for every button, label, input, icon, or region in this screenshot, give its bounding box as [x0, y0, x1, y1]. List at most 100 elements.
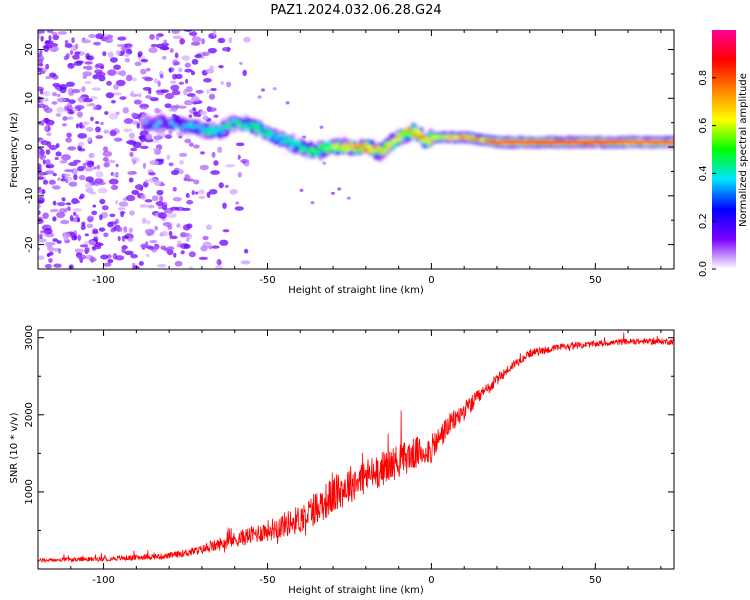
- spectrogram-ridge-segment: [310, 147, 316, 152]
- spectrogram-ridge-segment: [161, 115, 166, 124]
- spectrogram-noise-blob: [171, 30, 180, 35]
- spectrogram-ridge-segment: [289, 145, 294, 150]
- spectrogram-ridge-segment: [228, 121, 233, 124]
- x-tick-label: -100: [92, 575, 115, 586]
- spectrogram-ridge-segment: [245, 121, 251, 125]
- y-tick-label: 3000: [24, 325, 35, 350]
- spectrogram-noise-blob: [217, 146, 223, 153]
- spectrogram-noise-blob: [191, 58, 199, 65]
- spectrogram-noise-blob: [199, 110, 208, 115]
- spectrogram-noise-blob: [140, 194, 146, 200]
- spectrogram-noise-blob: [99, 214, 103, 221]
- spectrogram-noise-blob: [107, 51, 114, 58]
- spectrogram-noise-blob: [131, 112, 138, 118]
- spectrogram-noise-blob: [159, 196, 164, 203]
- spectrogram-noise-blob: [42, 159, 46, 165]
- spectrogram-noise-blob: [122, 107, 129, 114]
- spectrogram-noise-blob: [102, 51, 107, 57]
- colorbar-tick-label: 0.8: [698, 70, 709, 86]
- spectrogram-noise-blob: [66, 132, 72, 138]
- spectrogram-ridge-segment: [350, 143, 355, 147]
- spectrogram-noise-blob: [208, 93, 216, 100]
- spectrogram-noise-blob: [134, 61, 142, 67]
- spectrogram-noise-blob: [84, 233, 89, 237]
- spectrogram-noise-blob: [216, 258, 222, 266]
- spectrogram-ridge-segment: [277, 134, 282, 138]
- spectrogram-noise-blob: [115, 226, 123, 233]
- spectrogram-noise-blob: [109, 130, 117, 137]
- spectrogram-noise-blob: [84, 80, 92, 85]
- spectrogram-noise-blob: [219, 239, 229, 246]
- spectrogram-noise-blob: [172, 186, 177, 192]
- spectrogram-noise-blob: [210, 170, 220, 175]
- spectrogram-noise-blob: [228, 37, 233, 44]
- spectrogram-noise-blob: [73, 159, 79, 165]
- spectrogram-noise-blob: [191, 190, 195, 196]
- spectrogram-noise-blob: [41, 189, 45, 195]
- spectrogram-ridge-segment: [259, 132, 265, 137]
- spectrogram-noise-blob: [172, 196, 182, 202]
- spectrogram-ridge-segment: [383, 148, 389, 152]
- spectrogram-noise-blob: [95, 126, 101, 133]
- spectrogram-noise-blob: [64, 105, 68, 112]
- spectrogram-noise-blob: [90, 257, 97, 262]
- spectrogram-noise-blob: [319, 125, 324, 129]
- spectrogram-ridge-segment: [377, 146, 383, 151]
- spectrogram-noise-blob: [78, 122, 83, 129]
- spectrogram-noise-blob: [106, 159, 116, 164]
- spectrogram-noise-blob: [38, 233, 41, 240]
- spectrogram-noise-blob: [193, 144, 200, 149]
- spectrogram-noise-blob: [137, 51, 143, 57]
- spectrogram-noise-blob: [226, 81, 232, 88]
- spectrogram-noise-blob: [142, 162, 147, 169]
- spectrogram-noise-blob: [44, 98, 49, 102]
- spectrogram-noise-blob: [222, 202, 227, 209]
- spectrogram-ridge-segment: [381, 150, 387, 155]
- spectrogram-noise-blob: [169, 235, 178, 240]
- spectrogram-noise-blob: [38, 103, 46, 108]
- spectrogram-noise-blob: [109, 213, 116, 218]
- spectrogram-noise-blob: [178, 152, 188, 157]
- spectrogram-noise-blob: [59, 84, 68, 90]
- spectrogram-noise-blob: [75, 60, 84, 64]
- spectrogram-noise-blob: [218, 64, 224, 69]
- spectrogram-noise-blob: [214, 265, 224, 269]
- spectrogram-ridge-segment: [328, 142, 333, 146]
- spectrogram-noise-blob: [59, 160, 68, 164]
- spectrogram-noise-blob: [149, 239, 158, 244]
- spectrogram-noise-blob: [169, 206, 180, 211]
- spectrogram-noise-blob: [77, 234, 82, 241]
- spectrogram-ridge-segment: [251, 123, 257, 127]
- spectrogram-ridge-segment: [232, 118, 237, 123]
- spectrogram-noise-blob: [144, 179, 149, 184]
- spectrogram-ridge-segment: [224, 125, 229, 129]
- spectrogram-noise-blob: [52, 216, 57, 222]
- spectrogram-noise-blob: [68, 181, 78, 187]
- spectrogram-noise-blob: [44, 125, 49, 132]
- spectrogram-noise-blob: [103, 129, 110, 134]
- spectrogram-noise-blob: [39, 172, 44, 177]
- spectrogram-noise-blob: [45, 63, 50, 70]
- spectrogram-ridge-segment: [340, 146, 345, 150]
- spectrogram-noise-blob: [114, 255, 125, 261]
- spectrogram-noise-blob: [52, 200, 57, 206]
- y-tick-label: -20: [24, 236, 35, 252]
- spectrogram-ridge-segment: [263, 132, 269, 137]
- spectrogram-ridge-segment: [143, 121, 149, 125]
- spectrogram-noise-blob: [205, 224, 212, 231]
- spectrogram-noise-blob: [149, 97, 159, 102]
- spectrogram-noise-blob: [207, 107, 217, 112]
- spectrogram-noise-blob: [156, 263, 167, 268]
- spectrogram-noise-blob: [154, 180, 162, 187]
- spectrogram-noise-blob: [62, 116, 68, 121]
- spectrogram-noise-blob: [153, 135, 163, 141]
- spectrogram-noise-blob: [213, 114, 219, 118]
- spectrogram-noise-blob: [132, 191, 139, 195]
- spectrogram-noise-blob: [190, 70, 196, 76]
- spectrogram-noise-blob: [155, 34, 160, 41]
- spectrogram-noise-blob: [122, 128, 133, 132]
- spectrogram-noise-blob: [60, 219, 70, 225]
- spectrogram-noise-blob: [38, 176, 45, 180]
- spectrogram-noise-blob: [188, 114, 193, 119]
- spectrogram-noise-blob: [330, 191, 335, 195]
